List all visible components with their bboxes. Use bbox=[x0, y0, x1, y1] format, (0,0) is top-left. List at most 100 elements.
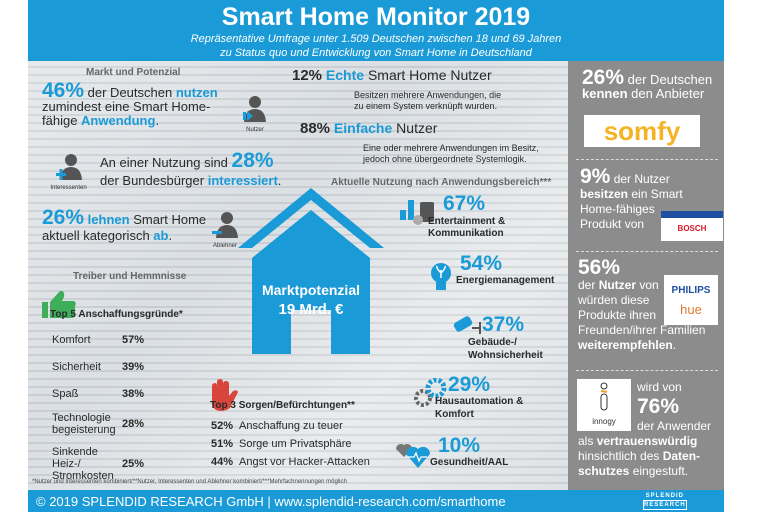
concerns-title: Top 3 Sorgen/Befürchtungen** bbox=[210, 400, 355, 411]
text: Besitzen mehrere Anwendungen, die bbox=[354, 90, 502, 100]
text: Kommunikation bbox=[428, 228, 504, 239]
text: SPLENDID bbox=[645, 493, 684, 499]
interested-stat: An einer Nutzung sind 28% der Bundesbürg… bbox=[100, 150, 282, 190]
driver-value: 28% bbox=[122, 418, 145, 430]
text: Home-fähiges bbox=[580, 202, 655, 216]
stat-value: 54% bbox=[460, 252, 503, 275]
text: der bbox=[578, 278, 596, 292]
text: eingestuft. bbox=[632, 464, 689, 478]
text: Daten- bbox=[662, 449, 701, 463]
text: . bbox=[672, 338, 677, 352]
text: Anschaffungsgründe* bbox=[78, 309, 183, 320]
text: An einer Nutzung sind bbox=[100, 155, 228, 170]
camera-icon bbox=[452, 316, 484, 341]
divider bbox=[576, 370, 718, 371]
driver-label: Sinkende Heiz-/ Stromkosten bbox=[52, 446, 114, 482]
philips-stat: 56% der Nutzer von würden diese Produkte ih… bbox=[578, 257, 705, 353]
stat-value: 26% bbox=[42, 206, 85, 229]
innogy-stat-text: als vertrauenswürdig hinsichtlich des Dat… bbox=[578, 434, 700, 479]
driver-value: 38% bbox=[122, 388, 145, 401]
concern-row: 51% Sorge um Privatsphäre bbox=[211, 438, 411, 456]
text: der Bundesbürger bbox=[100, 173, 205, 188]
text: . bbox=[155, 113, 160, 128]
page-title: Smart Home Monitor 2019 bbox=[221, 3, 531, 31]
text: weiterempfehlen bbox=[578, 338, 673, 352]
text: Smart Home bbox=[133, 212, 207, 227]
concern-value: 51% bbox=[211, 438, 234, 450]
highlight: ab bbox=[153, 228, 169, 243]
concern-label: Angst vor Hacker-Attacken bbox=[239, 456, 370, 468]
usage-item: 29% Hausautomation & Komfort bbox=[435, 374, 524, 421]
text: Gebäude-/ bbox=[468, 337, 517, 348]
text: Top 3 bbox=[210, 400, 236, 411]
text: hinsichtlich des bbox=[578, 449, 660, 463]
text: Smart Home Nutzer bbox=[367, 67, 492, 83]
text: der Nutzer bbox=[613, 172, 670, 186]
text: schutzes bbox=[578, 464, 630, 478]
text: hue bbox=[680, 302, 702, 317]
text: wird von bbox=[637, 380, 682, 394]
stat-value: 56% bbox=[578, 256, 621, 279]
driver-value: 25% bbox=[122, 458, 145, 470]
stop-hand-icon bbox=[208, 378, 242, 417]
subtitle: Repräsentative Umfrage unter 1.509 Deuts… bbox=[190, 33, 562, 45]
stat-value: 10% bbox=[438, 434, 481, 457]
text: Nutzer bbox=[598, 278, 637, 292]
concern-value: 52% bbox=[211, 420, 234, 432]
text: . bbox=[277, 173, 282, 188]
driver-value: 57% bbox=[122, 334, 145, 347]
text: Hausautomation & bbox=[435, 396, 524, 407]
reject-stat: 26% lehnen Smart Home aktuell kategorisc… bbox=[42, 207, 207, 244]
innogy-stat: wird von 76% der Anwender bbox=[637, 380, 711, 434]
stat-value: 88% bbox=[300, 120, 331, 137]
footnote: *Nutzer und Interessenten kombiniert/**N… bbox=[32, 479, 347, 485]
text: besitzen bbox=[580, 187, 629, 201]
icon-label: Interessenten bbox=[50, 185, 87, 191]
driver-row: Technologie begeisterung 28% bbox=[52, 412, 162, 436]
usage-heading: Aktuelle Nutzung nach Anwendungsbereich*… bbox=[331, 177, 552, 188]
text: innogy bbox=[592, 417, 616, 426]
text: Gesundheit/AAL bbox=[430, 457, 509, 468]
stat-value: 46% bbox=[42, 79, 85, 102]
lightbulb-icon bbox=[430, 262, 452, 297]
highlight: nutzen bbox=[175, 85, 218, 100]
rejector-person-icon: Ablehner bbox=[208, 210, 242, 249]
usage-item: 10% Gesundheit/AAL bbox=[430, 435, 509, 469]
text: Wohnsicherheit bbox=[468, 350, 543, 361]
interested-person-icon: Interessenten bbox=[46, 152, 91, 191]
brand-panel: 26% der Deutschen kennen den Anbieter som… bbox=[568, 61, 724, 490]
somfy-logo: somfy bbox=[584, 115, 700, 147]
text: der Deutschen bbox=[87, 85, 173, 100]
text: Top 5 bbox=[50, 309, 76, 320]
text: fähige bbox=[42, 113, 78, 128]
text: zumindest eine Smart Home- bbox=[42, 99, 211, 114]
stat-value: 76% bbox=[637, 395, 680, 418]
driver-row: Komfort 57% bbox=[52, 334, 162, 346]
stat-value: 67% bbox=[443, 192, 486, 215]
user-type-real: 12% Echte Smart Home Nutzer bbox=[292, 67, 492, 84]
thumbs-up-icon bbox=[42, 289, 78, 324]
divider bbox=[576, 251, 718, 252]
title-banner: Smart Home Monitor 2019 Repräsentative U… bbox=[28, 0, 724, 61]
user-person-icon: Nutzer bbox=[240, 94, 270, 133]
philips-hue-logo: PHILIPS hue bbox=[664, 275, 718, 325]
driver-label: Komfort bbox=[52, 334, 91, 347]
text: Energiemanagement bbox=[456, 275, 555, 286]
footer-link[interactable]: © 2019 SPLENDID RESEARCH GmbH | www.sple… bbox=[36, 494, 506, 509]
section-heading: Markt und Potenzial bbox=[86, 67, 181, 78]
stat-value: 19 Mrd. € bbox=[278, 301, 344, 318]
text: Entertainment & bbox=[428, 216, 506, 227]
concern-row: 52% Anschaffung zu teuer bbox=[211, 420, 411, 438]
text: Marktpotenzial bbox=[261, 282, 360, 298]
usage-item: 67% Entertainment & Kommunikation bbox=[428, 193, 506, 240]
text: Sorgen/Befürchtungen** bbox=[238, 400, 355, 411]
text: Eine oder mehrere Anwendungen im Besitz, bbox=[363, 143, 539, 153]
stat-value: 37% bbox=[482, 313, 525, 336]
text: den Anbieter bbox=[631, 86, 705, 101]
usage-item: 37% Gebäude-/ Wohnsicherheit bbox=[468, 314, 543, 362]
driver-row: Spaß 38% bbox=[52, 388, 162, 400]
highlight: Echte bbox=[325, 67, 365, 83]
text: würden diese bbox=[578, 293, 650, 307]
text: der Deutschen bbox=[627, 72, 713, 87]
bosch-logo: BOSCH bbox=[661, 211, 723, 241]
